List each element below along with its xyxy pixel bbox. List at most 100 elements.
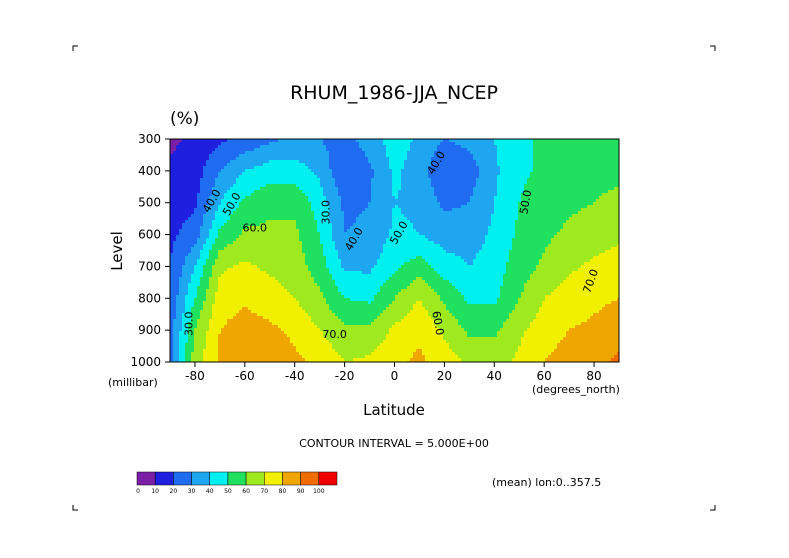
- field-cell: [296, 169, 299, 172]
- field-cell: [437, 235, 440, 238]
- field-cell: [458, 214, 461, 217]
- field-cell: [350, 169, 353, 172]
- field-cell: [359, 223, 362, 226]
- field-cell: [335, 157, 338, 160]
- field-cell: [518, 211, 521, 214]
- field-cell: [596, 235, 599, 238]
- field-cell: [206, 148, 209, 151]
- field-cell: [197, 151, 200, 154]
- field-cell: [209, 184, 212, 187]
- field-cell: [482, 151, 485, 154]
- field-cell: [227, 184, 230, 187]
- field-cell: [377, 199, 380, 202]
- field-cell: [179, 232, 182, 235]
- field-cell: [512, 178, 515, 181]
- field-cell: [383, 169, 386, 172]
- field-cell: [416, 172, 419, 175]
- field-cell: [494, 211, 497, 214]
- field-cell: [227, 145, 230, 148]
- field-cell: [587, 148, 590, 151]
- field-cell: [377, 166, 380, 169]
- field-cell: [413, 166, 416, 169]
- field-cell: [614, 145, 617, 148]
- field-cell: [227, 169, 230, 172]
- field-cell: [179, 223, 182, 226]
- field-cell: [329, 169, 332, 172]
- field-cell: [470, 217, 473, 220]
- field-cell: [383, 175, 386, 178]
- field-cell: [212, 217, 215, 220]
- field-cell: [419, 232, 422, 235]
- field-cell: [425, 172, 428, 175]
- field-cell: [617, 145, 619, 148]
- field-cell: [326, 187, 329, 190]
- field-cell: [440, 196, 443, 199]
- field-cell: [431, 199, 434, 202]
- field-cell: [209, 190, 212, 193]
- field-cell: [506, 214, 509, 217]
- field-cell: [608, 220, 611, 223]
- field-cell: [251, 163, 254, 166]
- field-cell: [608, 160, 611, 163]
- field-cell: [338, 214, 341, 217]
- field-cell: [407, 217, 410, 220]
- field-cell: [203, 223, 206, 226]
- field-cell: [302, 190, 305, 193]
- field-cell: [308, 187, 311, 190]
- field-cell: [548, 178, 551, 181]
- field-cell: [398, 211, 401, 214]
- field-cell: [608, 148, 611, 151]
- field-cell: [584, 148, 587, 151]
- field-cell: [485, 175, 488, 178]
- field-cell: [185, 142, 188, 145]
- field-cell: [575, 229, 578, 232]
- field-cell: [449, 169, 452, 172]
- field-cell: [452, 139, 455, 142]
- field-cell: [503, 139, 506, 142]
- field-cell: [368, 232, 371, 235]
- field-cell: [176, 181, 179, 184]
- field-cell: [467, 169, 470, 172]
- field-cell: [350, 226, 353, 229]
- field-cell: [566, 217, 569, 220]
- field-cell: [446, 229, 449, 232]
- field-cell: [362, 181, 365, 184]
- field-cell: [221, 226, 224, 229]
- field-cell: [479, 145, 482, 148]
- field-cell: [599, 199, 602, 202]
- field-cell: [485, 154, 488, 157]
- field-cell: [188, 229, 191, 232]
- field-cell: [398, 178, 401, 181]
- field-cell: [479, 160, 482, 163]
- field-cell: [272, 196, 275, 199]
- field-cell: [368, 211, 371, 214]
- field-cell: [458, 160, 461, 163]
- field-cell: [350, 196, 353, 199]
- field-cell: [257, 211, 260, 214]
- field-cell: [275, 157, 278, 160]
- field-cell: [194, 154, 197, 157]
- field-cell: [320, 166, 323, 169]
- field-cell: [359, 160, 362, 163]
- field-cell: [512, 172, 515, 175]
- field-cell: [500, 187, 503, 190]
- field-cell: [596, 166, 599, 169]
- field-cell: [422, 163, 425, 166]
- field-cell: [275, 154, 278, 157]
- field-cell: [392, 223, 395, 226]
- field-cell: [557, 151, 560, 154]
- field-cell: [482, 154, 485, 157]
- field-cell: [512, 202, 515, 205]
- field-cell: [200, 139, 203, 142]
- field-cell: [296, 220, 299, 223]
- field-cell: [182, 142, 185, 145]
- field-cell: [170, 220, 173, 223]
- field-cell: [395, 205, 398, 208]
- field-cell: [530, 220, 533, 223]
- field-cell: [449, 181, 452, 184]
- field-cell: [407, 181, 410, 184]
- field-cell: [551, 220, 554, 223]
- field-cell: [434, 190, 437, 193]
- field-cell: [281, 154, 284, 157]
- field-cell: [389, 217, 392, 220]
